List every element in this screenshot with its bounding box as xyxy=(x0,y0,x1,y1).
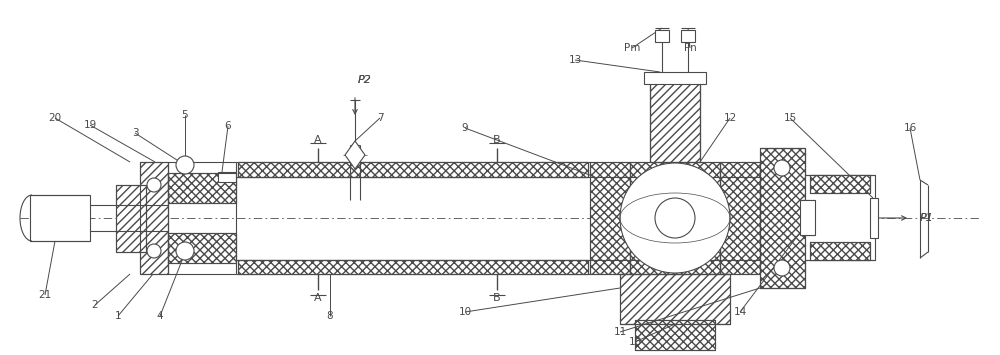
Text: 11: 11 xyxy=(613,327,627,337)
Text: 16: 16 xyxy=(903,123,917,133)
Text: P2: P2 xyxy=(358,75,372,85)
Text: P1: P1 xyxy=(920,213,934,223)
Bar xyxy=(238,162,588,177)
Circle shape xyxy=(774,160,790,176)
Bar xyxy=(116,185,146,252)
Bar xyxy=(140,162,168,274)
Text: P2: P2 xyxy=(358,75,372,85)
Text: A: A xyxy=(314,135,322,145)
Text: 9: 9 xyxy=(462,123,468,133)
Bar xyxy=(681,30,695,42)
Bar xyxy=(238,260,588,274)
Bar xyxy=(116,185,146,252)
Circle shape xyxy=(147,244,161,258)
Text: 6: 6 xyxy=(225,121,231,131)
Bar xyxy=(140,162,168,274)
Bar xyxy=(168,173,236,203)
Bar xyxy=(30,195,90,241)
Circle shape xyxy=(176,156,194,174)
Circle shape xyxy=(774,260,790,276)
Bar xyxy=(630,234,720,274)
Bar xyxy=(635,320,715,350)
Text: 14: 14 xyxy=(733,307,747,317)
Bar xyxy=(635,320,715,350)
Bar xyxy=(760,148,805,288)
Text: B: B xyxy=(493,135,501,145)
Circle shape xyxy=(655,198,695,238)
Text: 3: 3 xyxy=(132,128,138,138)
Text: 12: 12 xyxy=(723,113,737,123)
Bar xyxy=(650,80,700,162)
Bar xyxy=(655,30,669,42)
Text: 4: 4 xyxy=(157,311,163,321)
Circle shape xyxy=(147,178,161,192)
Bar xyxy=(810,242,870,260)
Bar xyxy=(870,198,878,238)
Bar xyxy=(620,274,730,324)
Bar xyxy=(720,162,760,274)
Text: P1: P1 xyxy=(920,213,934,223)
Polygon shape xyxy=(345,141,365,169)
Bar xyxy=(810,242,870,260)
Text: 21: 21 xyxy=(38,290,52,300)
Text: 8: 8 xyxy=(327,311,333,321)
Bar xyxy=(168,233,236,263)
Bar xyxy=(238,260,588,274)
Bar xyxy=(810,175,870,193)
Bar xyxy=(590,162,630,274)
Bar xyxy=(630,162,720,202)
Text: 13: 13 xyxy=(568,55,582,65)
Bar xyxy=(644,72,706,84)
Bar xyxy=(800,200,815,235)
Circle shape xyxy=(176,242,194,260)
Bar xyxy=(650,80,700,162)
Text: Pn: Pn xyxy=(684,43,696,53)
Bar xyxy=(218,172,236,182)
Text: 2: 2 xyxy=(92,300,98,310)
Text: Pm: Pm xyxy=(624,43,640,53)
Bar xyxy=(168,233,236,263)
Bar xyxy=(810,175,870,193)
Text: 19: 19 xyxy=(83,120,97,130)
Bar xyxy=(168,173,236,203)
Text: 7: 7 xyxy=(377,113,383,123)
Text: 18: 18 xyxy=(628,337,642,347)
Text: 1: 1 xyxy=(115,311,121,321)
Bar xyxy=(620,274,730,324)
Text: A: A xyxy=(314,293,322,303)
Bar xyxy=(630,234,720,274)
Text: 20: 20 xyxy=(48,113,62,123)
Text: 10: 10 xyxy=(458,307,472,317)
Text: 15: 15 xyxy=(783,113,797,123)
Circle shape xyxy=(620,163,730,273)
Text: 5: 5 xyxy=(182,110,188,120)
Bar xyxy=(805,175,875,260)
Bar xyxy=(720,162,760,274)
Text: B: B xyxy=(493,293,501,303)
Bar xyxy=(238,162,588,177)
Bar xyxy=(590,162,630,274)
Bar xyxy=(630,162,720,202)
Bar xyxy=(760,148,805,288)
